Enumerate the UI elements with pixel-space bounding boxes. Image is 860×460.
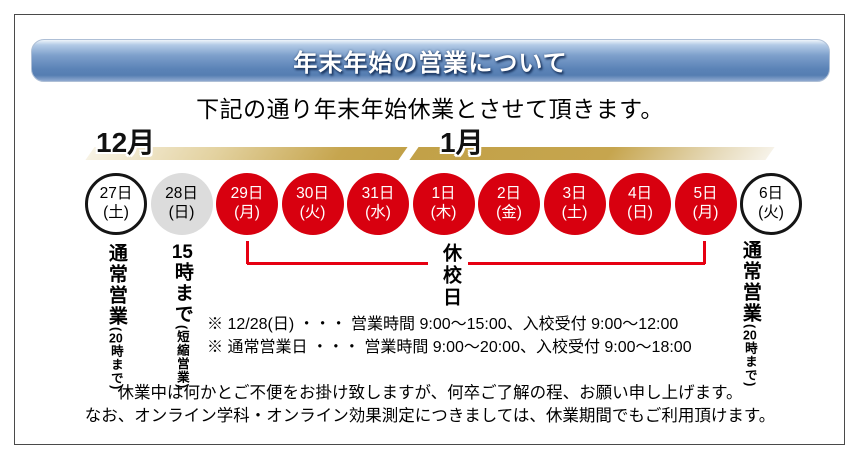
closed-bracket-tick-right: [703, 241, 706, 264]
day-date: 3日: [562, 185, 587, 203]
label-normal-hours-left: 通常営業(20時まで): [105, 243, 127, 390]
notes: ※ 12/28(日) ・・・ 営業時間 9:00～15:00、入校受付 9:00…: [207, 313, 692, 359]
day-date: 27日: [99, 185, 133, 203]
page-title: 年末年始の営業について: [293, 50, 568, 77]
label-sub: (短縮営業): [174, 325, 189, 390]
note-line: ※ 12/28(日) ・・・ 営業時間 9:00～15:00、入校受付 9:00…: [207, 316, 679, 333]
label-sub: (20時まで): [108, 327, 123, 391]
day-date: 30日: [296, 185, 329, 203]
label-main: 通常営業: [105, 243, 127, 327]
day-weekday: (火): [758, 204, 784, 221]
day-circle-1: 1日 (木): [412, 173, 475, 235]
day-weekday: (金): [496, 204, 522, 221]
closed-bracket-line-left: [247, 262, 428, 265]
day-date: 5日: [693, 185, 718, 203]
day-circle-29: 29日 (月): [216, 173, 278, 235]
day-date: 4日: [627, 185, 653, 203]
day-circle-6: 6日 (火): [740, 173, 802, 235]
footer-line: 休業中は何かとご不便をお掛け致しますが、何卒ご了解の程、お願い申し上げます。: [117, 384, 743, 402]
label-normal-hours-right: 通常営業(20時まで): [739, 240, 761, 387]
footer-line: なお、オンライン学科・オンライン効果測定につきましては、休業期間でもご利用頂けま…: [84, 406, 776, 425]
day-circle-2: 2日 (金): [478, 173, 540, 235]
day-circle-28: 28日 (日): [150, 173, 213, 235]
day-circle-27: 27日 (土): [85, 173, 147, 235]
day-date: 1日: [431, 185, 456, 203]
day-circle-3: 3日 (土): [543, 173, 606, 235]
day-weekday: (木): [430, 204, 457, 221]
label-main: 15時まで: [171, 243, 193, 325]
day-weekday: (土): [561, 204, 588, 221]
label-short-hours: 15時まで(短縮営業): [171, 243, 193, 389]
day-date: 6日: [758, 185, 784, 203]
closed-days-label: 休校日: [440, 243, 461, 309]
footer: 休業中は何かとご不便をお掛け致しますが、何卒ご了解の程、お願い申し上げます。なお…: [0, 382, 860, 427]
closed-bracket-tick-left: [246, 241, 249, 264]
day-weekday: (月): [692, 204, 719, 221]
month-label-january: 1月: [440, 127, 484, 158]
day-weekday: (土): [103, 204, 129, 221]
day-circle-30: 30日 (火): [281, 173, 344, 235]
day-weekday: (火): [299, 204, 326, 221]
day-date: 28日: [165, 185, 198, 203]
month-label-december: 12月: [96, 127, 156, 158]
day-date: 31日: [361, 185, 395, 203]
day-weekday: (月): [234, 204, 260, 221]
day-date: 2日: [496, 185, 522, 203]
closed-bracket-line-right: [468, 262, 705, 265]
day-circle-4: 4日 (日): [609, 173, 671, 235]
day-weekday: (水): [365, 204, 391, 221]
label-main: 通常営業: [739, 240, 761, 324]
day-circle-5: 5日 (月): [674, 173, 737, 235]
subheading: 下記の通り年末年始休業とさせて頂きます。: [196, 96, 664, 122]
day-circle-31: 31日 (水): [347, 173, 409, 235]
day-weekday: (日): [627, 204, 653, 221]
day-row: 27日 (土) 28日 (日) 29日 (月) 30日 (火) 31日 (水) 1日 (木) 2日 (金)…: [85, 172, 802, 236]
label-sub: (20時まで): [742, 324, 757, 388]
note-line: ※ 通常営業日 ・・・ 営業時間 9:00～20:00、入校受付 9:00～18…: [207, 339, 692, 356]
day-weekday: (日): [168, 204, 195, 221]
day-date: 29日: [230, 185, 264, 203]
title-banner: 年末年始の営業について: [31, 39, 830, 82]
